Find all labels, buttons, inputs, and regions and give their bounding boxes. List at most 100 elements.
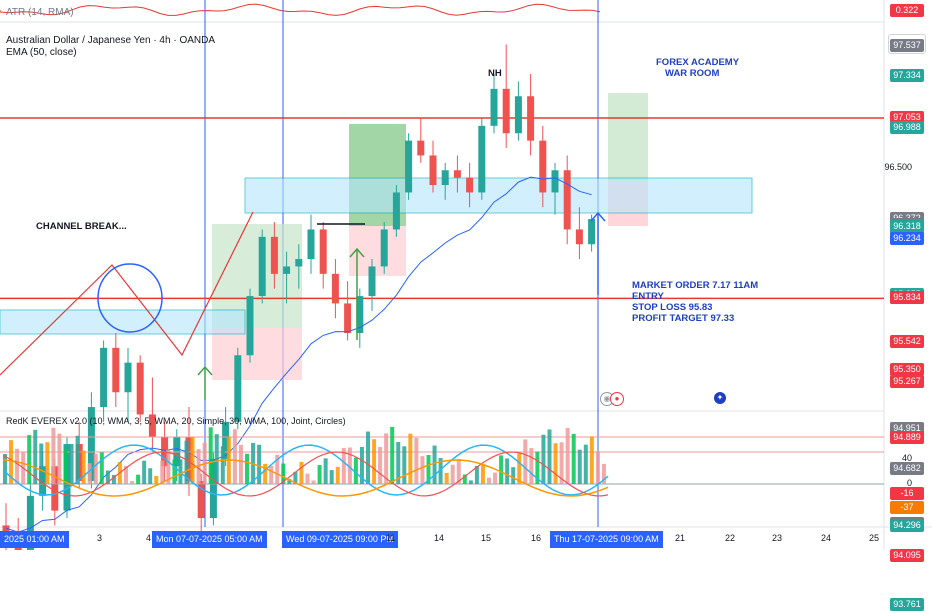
time-label: 24: [821, 533, 832, 543]
candle-body: [295, 259, 303, 267]
candle-body: [356, 296, 364, 334]
indicator-bar: [148, 468, 153, 484]
candle-body: [417, 140, 425, 156]
candle-body: [319, 229, 327, 274]
indicator-bar: [27, 435, 32, 484]
au-flag-icon[interactable]: ✦: [714, 392, 726, 404]
candle-body: [14, 547, 22, 550]
indicator-bar: [275, 454, 280, 484]
annotation-academy-1: FOREX ACADEMY: [656, 57, 740, 68]
indicator-bar: [51, 427, 56, 484]
indicator-bar: [311, 480, 316, 484]
indicator-legend[interactable]: RedK EVEREX v2.0 (10, WMA, 3, 5, WMA, 20…: [6, 416, 346, 426]
candle-body: [222, 421, 230, 459]
price-tag: 97.053: [890, 111, 924, 124]
price-tag: 96.234: [890, 232, 924, 245]
time-label: 16: [531, 533, 542, 543]
time-highlight-1: 2025 01:00 AM: [0, 531, 69, 548]
time-label: 14: [434, 533, 445, 543]
candle-body: [380, 229, 388, 267]
indicator-bar: [487, 477, 491, 484]
indicator-bar: [396, 442, 401, 484]
candle-body: [283, 266, 291, 274]
indicator-bar: [214, 434, 219, 484]
candle-body: [466, 177, 474, 193]
annotation-order-1: MARKET ORDER 7.17 11AM: [632, 280, 759, 291]
indicator-bar: [565, 428, 570, 484]
indicator-bar: [208, 427, 213, 484]
indicator-bar: [372, 439, 377, 484]
indicator-bar: [33, 429, 38, 484]
indicator-bar: [323, 458, 328, 484]
indicator-bar: [499, 455, 504, 484]
indicator-bar: [190, 437, 195, 484]
indicator-bar: [595, 451, 600, 484]
indicator-line: [2, 459, 609, 497]
indicator-bar: [160, 460, 165, 484]
indicator-tag-1: -16: [890, 487, 924, 500]
indicator-bar: [232, 429, 237, 484]
symbol-title[interactable]: Australian Dollar / Japanese Yen · 4h · …: [6, 35, 215, 46]
indicator-bar: [87, 463, 92, 484]
indicator-bar: [81, 450, 86, 484]
indicator-bar: [329, 470, 334, 484]
indicator-bar: [517, 453, 522, 484]
annotation-order-2: ENTRY: [632, 291, 664, 302]
price-tag: 94.682: [890, 462, 924, 475]
price-tag: 95.267: [890, 375, 924, 388]
indicator-bar: [172, 459, 177, 484]
indicator-bar: [142, 460, 147, 484]
indicator-axis-40: 40: [901, 453, 912, 463]
candle-body: [429, 155, 437, 186]
annotation-order-3: STOP LOSS 95.83: [632, 302, 713, 313]
indicator-bar: [384, 433, 389, 484]
indicator-bar: [335, 466, 340, 484]
indicator-bar: [450, 464, 455, 484]
indicator-bar: [347, 447, 352, 484]
annotation-nh: NH: [488, 68, 502, 79]
indicator-bar: [511, 467, 516, 484]
indicator-bar: [583, 444, 588, 484]
candle-body: [392, 192, 400, 230]
indicator-bar: [257, 444, 262, 484]
flag-icon[interactable]: ●: [610, 392, 624, 406]
indicator-bar: [69, 443, 74, 484]
candle-body: [161, 436, 169, 467]
indicator-bar: [438, 457, 443, 484]
indicator-bar: [547, 429, 552, 484]
chart-canvas[interactable]: [0, 0, 932, 550]
time-label: 21: [675, 533, 686, 543]
candle-body: [368, 266, 376, 297]
candle-body: [514, 96, 522, 134]
price-tag: 94.296: [890, 519, 924, 532]
annotation-channel-break: CHANNEL BREAK...: [36, 221, 127, 232]
indicator-bar: [184, 440, 189, 484]
time-label: 25: [869, 533, 880, 543]
candle-body: [405, 140, 413, 193]
indicator-bar: [577, 449, 582, 484]
candle-body: [588, 219, 596, 245]
indicator-bar: [559, 442, 564, 484]
price-tag: 95.350: [890, 363, 924, 376]
candle-body: [185, 436, 193, 482]
atr-value-tag: 0.322: [890, 4, 924, 17]
candle-body: [453, 170, 461, 178]
indicator-bar: [468, 480, 473, 484]
indicator-bar: [408, 433, 413, 484]
resistance-zone: [244, 177, 753, 214]
annotation-academy-2: WAR ROOM: [665, 68, 720, 79]
indicator-bar: [57, 433, 62, 484]
candle-body: [331, 273, 339, 304]
time-highlight-2: Mon 07-07-2025 05:00 AM: [152, 531, 267, 548]
indicator-bar: [99, 452, 104, 484]
time-highlight-4: Thu 17-07-2025 09:00 AM: [550, 531, 663, 548]
indicator-bar: [45, 442, 50, 484]
candle-body: [26, 495, 34, 550]
indicator-bar: [15, 448, 20, 484]
indicator-bar: [480, 464, 485, 484]
ema-legend[interactable]: EMA (50, close): [6, 47, 77, 58]
indicator-bar: [462, 474, 467, 484]
long-stop-box: [212, 328, 302, 380]
candle-body: [136, 362, 144, 415]
price-tag: 95.542: [890, 335, 924, 348]
